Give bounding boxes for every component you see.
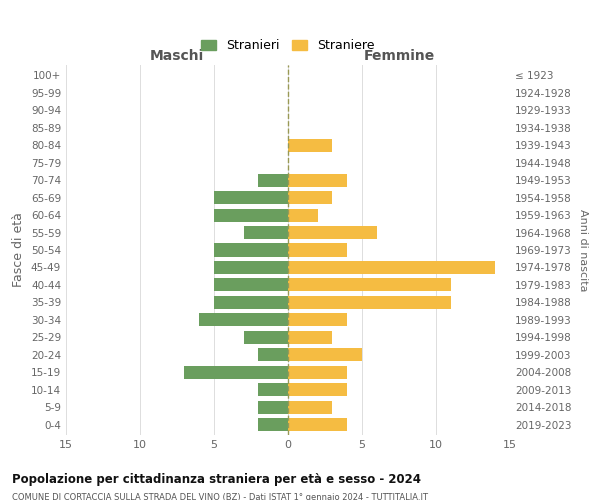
Bar	[288, 400, 332, 413]
Bar	[288, 330, 332, 344]
Y-axis label: Anni di nascita: Anni di nascita	[578, 209, 588, 291]
Bar	[288, 174, 347, 186]
Bar	[288, 208, 317, 222]
Text: Popolazione per cittadinanza straniera per età e sesso - 2024: Popolazione per cittadinanza straniera p…	[12, 472, 421, 486]
Bar	[214, 261, 288, 274]
Bar	[214, 278, 288, 291]
Bar	[259, 400, 288, 413]
Bar	[288, 226, 377, 239]
Legend: Stranieri, Straniere: Stranieri, Straniere	[196, 34, 380, 57]
Bar	[288, 138, 332, 152]
Bar	[288, 418, 347, 431]
Bar	[259, 348, 288, 362]
Bar	[214, 296, 288, 309]
Text: COMUNE DI CORTACCIA SULLA STRADA DEL VINO (BZ) - Dati ISTAT 1° gennaio 2024 - TU: COMUNE DI CORTACCIA SULLA STRADA DEL VIN…	[12, 492, 428, 500]
Bar	[259, 418, 288, 431]
Bar	[288, 383, 347, 396]
Text: Femmine: Femmine	[364, 50, 434, 64]
Text: Maschi: Maschi	[150, 50, 204, 64]
Bar	[288, 261, 495, 274]
Bar	[244, 330, 288, 344]
Bar	[214, 191, 288, 204]
Bar	[288, 348, 362, 362]
Bar	[259, 383, 288, 396]
Bar	[259, 174, 288, 186]
Bar	[288, 314, 347, 326]
Bar	[288, 191, 332, 204]
Bar	[288, 296, 451, 309]
Bar	[244, 226, 288, 239]
Bar	[288, 244, 347, 256]
Bar	[214, 244, 288, 256]
Bar	[184, 366, 288, 378]
Bar	[214, 208, 288, 222]
Bar	[288, 278, 451, 291]
Bar	[199, 314, 288, 326]
Bar	[288, 366, 347, 378]
Y-axis label: Fasce di età: Fasce di età	[13, 212, 25, 288]
